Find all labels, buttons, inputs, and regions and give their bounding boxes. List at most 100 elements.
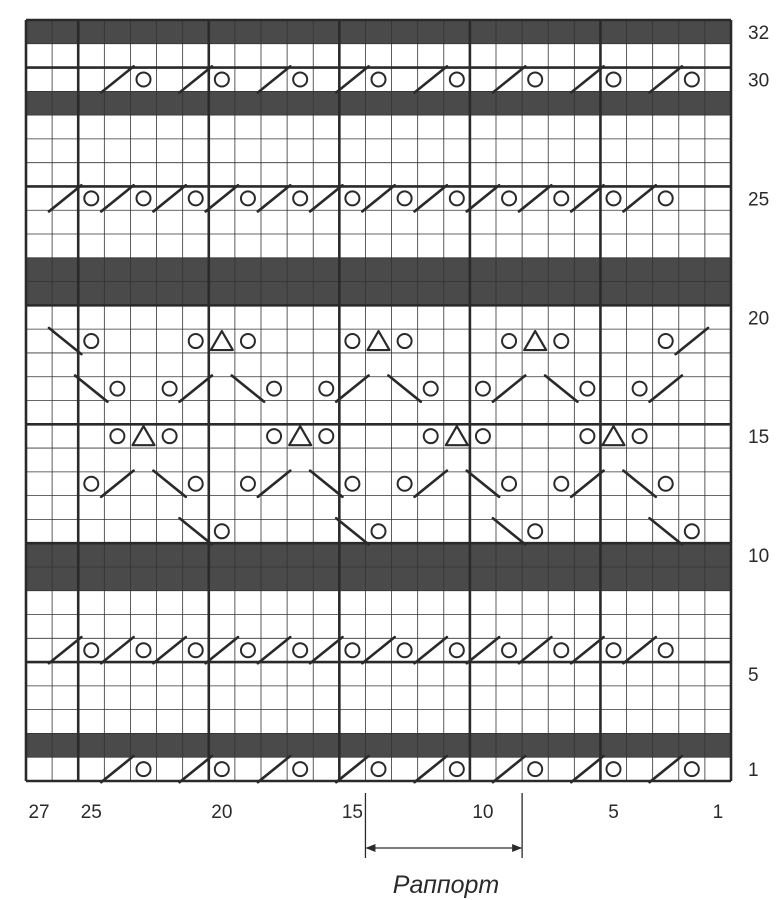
yarn-over-symbol xyxy=(579,428,596,445)
right-decrease-symbol xyxy=(334,754,370,784)
row-number: 5 xyxy=(748,665,759,686)
yarn-over-symbol xyxy=(422,380,439,397)
repeat-marker: Раппорт xyxy=(364,793,523,899)
double-decrease-symbol xyxy=(288,425,313,447)
right-decrease-symbol xyxy=(334,65,370,94)
left-decrease-symbol xyxy=(491,516,527,546)
right-decrease-symbol xyxy=(308,183,344,213)
yarn-over-symbol xyxy=(83,190,100,207)
right-decrease-symbol xyxy=(491,374,527,403)
yarn-over-symbol xyxy=(213,761,230,778)
right-decrease-symbol xyxy=(622,183,658,213)
yarn-over-symbol xyxy=(657,190,674,207)
double-decrease-symbol xyxy=(366,329,391,352)
yarn-over-symbol xyxy=(187,642,204,659)
right-decrease-symbol xyxy=(413,754,449,784)
right-decrease-symbol xyxy=(569,754,605,784)
dark-row-band xyxy=(26,566,731,591)
yarn-over-symbol xyxy=(213,523,230,540)
yarn-over-symbol xyxy=(657,475,674,492)
column-number: 15 xyxy=(342,802,363,823)
right-decrease-symbol xyxy=(569,183,605,213)
dark-row-band xyxy=(26,543,731,567)
yarn-over-symbol xyxy=(239,190,256,207)
yarn-over-symbol xyxy=(396,642,413,659)
left-decrease-symbol xyxy=(73,374,109,403)
yarn-over-symbol xyxy=(683,71,700,88)
yarn-over-symbol xyxy=(239,642,256,659)
yarn-over-symbol xyxy=(266,428,283,445)
left-decrease-symbol xyxy=(334,516,370,546)
right-decrease-symbol xyxy=(256,183,292,213)
right-decrease-symbol xyxy=(256,635,292,665)
right-decrease-symbol xyxy=(256,469,292,499)
yarn-over-symbol xyxy=(187,475,204,492)
right-decrease-symbol xyxy=(47,635,83,665)
yarn-over-symbol xyxy=(109,428,126,445)
yarn-over-symbol xyxy=(292,642,309,659)
right-decrease-symbol xyxy=(334,374,370,403)
yarn-over-symbol xyxy=(135,71,152,88)
column-number: 20 xyxy=(211,802,232,823)
double-decrease-symbol xyxy=(131,425,156,447)
repeat-label: Раппорт xyxy=(393,871,499,899)
right-decrease-symbol xyxy=(178,374,214,403)
right-decrease-symbol xyxy=(256,65,292,94)
yarn-over-symbol xyxy=(135,190,152,207)
right-decrease-symbol xyxy=(569,65,605,94)
yarn-over-symbol xyxy=(579,380,596,397)
row-number: 20 xyxy=(748,308,769,329)
yarn-over-symbol xyxy=(631,428,648,445)
right-decrease-symbol xyxy=(256,754,292,784)
right-decrease-symbol xyxy=(308,635,344,665)
yarn-over-symbol xyxy=(344,190,361,207)
dark-row-band xyxy=(26,91,731,116)
yarn-over-symbol xyxy=(370,71,387,88)
yarn-over-symbol xyxy=(83,333,100,350)
left-decrease-symbol xyxy=(387,374,423,403)
yarn-over-symbol xyxy=(422,428,439,445)
chart-section-lines xyxy=(24,18,733,783)
yarn-over-symbol xyxy=(292,761,309,778)
row-number: 25 xyxy=(748,189,769,210)
yarn-over-symbol xyxy=(501,642,518,659)
yarn-over-symbol xyxy=(501,475,518,492)
right-decrease-symbol xyxy=(178,754,214,784)
right-decrease-symbol xyxy=(569,469,605,499)
right-decrease-symbol xyxy=(99,469,135,499)
yarn-over-symbol xyxy=(396,190,413,207)
column-number: 5 xyxy=(608,802,619,823)
left-decrease-symbol xyxy=(47,326,83,356)
yarn-over-symbol xyxy=(448,71,465,88)
right-decrease-symbol xyxy=(361,635,396,665)
yarn-over-symbol xyxy=(370,523,387,540)
right-decrease-symbol xyxy=(622,635,658,665)
yarn-over-symbol xyxy=(501,190,518,207)
yarn-over-symbol xyxy=(344,642,361,659)
yarn-over-symbol xyxy=(187,333,204,350)
right-decrease-symbol xyxy=(152,635,188,665)
yarn-over-symbol xyxy=(135,761,152,778)
yarn-over-symbol xyxy=(683,761,700,778)
yarn-over-symbol xyxy=(109,380,126,397)
yarn-over-symbol xyxy=(187,190,204,207)
double-decrease-symbol xyxy=(444,425,469,447)
left-decrease-symbol xyxy=(648,516,684,546)
right-decrease-symbol xyxy=(152,183,188,213)
yarn-over-symbol xyxy=(370,761,387,778)
right-decrease-symbol xyxy=(413,183,449,213)
dark-row-band xyxy=(26,733,731,758)
yarn-over-symbol xyxy=(344,333,361,350)
yarn-over-symbol xyxy=(501,333,518,350)
yarn-over-symbol xyxy=(553,475,570,492)
yarn-over-symbol xyxy=(292,190,309,207)
right-decrease-symbol xyxy=(491,754,527,784)
yarn-over-symbol xyxy=(448,761,465,778)
yarn-over-symbol xyxy=(474,380,491,397)
yarn-over-symbol xyxy=(631,380,648,397)
yarn-over-symbol xyxy=(266,380,283,397)
dark-row-bands xyxy=(26,20,731,758)
yarn-over-symbol xyxy=(318,428,335,445)
